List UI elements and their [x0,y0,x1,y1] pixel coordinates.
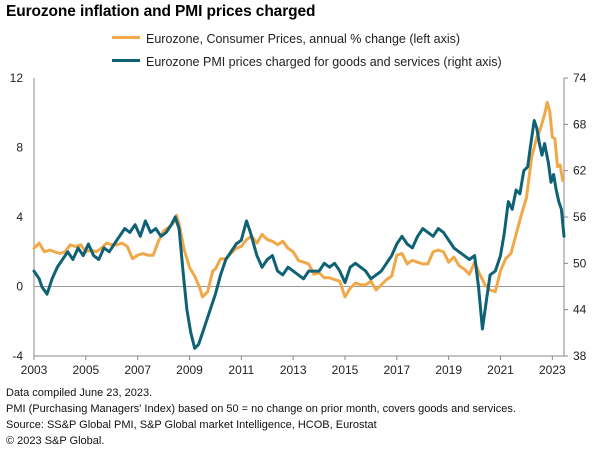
x-tick-label: 2009 [176,363,203,377]
legend-label-cpi: Eurozone, Consumer Prices, annual % chan… [146,32,461,46]
y-left-tick-label: 8 [16,141,23,155]
footnote-compiled: Data compiled June 23, 2023. [6,387,153,399]
x-tick-label: 2013 [280,363,307,377]
x-tick-label: 2007 [124,363,151,377]
y-right-tick-label: 50 [573,256,587,270]
legend-swatch-pmi [112,59,140,63]
y-left-tick-label: -4 [12,349,23,363]
x-tick-label: 2019 [435,363,462,377]
y-right-tick-label: 68 [573,117,587,131]
footnote-source: Source: SS&P Global PMI, S&P Global mark… [6,419,377,431]
y-right-tick-label: 74 [573,71,587,85]
x-tick-label: 2015 [332,363,359,377]
legend-entry-pmi: Eurozone PMI prices charged for goods an… [112,55,502,69]
y-right-tick-label: 56 [573,210,587,224]
chart-title: Eurozone inflation and PMI prices charge… [6,3,316,20]
footnote-copyright: © 2023 S&P Global. [6,435,105,447]
y-right-tick-label: 38 [573,349,587,363]
legend-entry-cpi: Eurozone, Consumer Prices, annual % chan… [112,32,460,46]
legend-swatch-cpi [112,36,140,40]
x-tick-label: 2017 [383,363,410,377]
y-left-tick-label: 4 [16,210,23,224]
y-left-tick-label: 0 [16,280,23,294]
x-tick-label: 2005 [72,363,99,377]
y-right-tick-label: 44 [573,303,587,317]
y-left-tick-label: 12 [10,71,24,85]
x-tick-label: 2023 [539,363,566,377]
x-tick-label: 2011 [228,363,254,377]
cpi-series-line [32,100,565,299]
y-right-tick-label: 62 [573,164,587,178]
pmi-series-line [32,119,566,350]
legend-label-pmi: Eurozone PMI prices charged for goods an… [146,55,502,69]
footnote-pmi-definition: PMI (Purchasing Managers' Index) based o… [6,403,516,415]
x-tick-label: 2021 [487,363,514,377]
x-tick-label: 2003 [21,363,48,377]
footnotes: Data compiled June 23, 2023. PMI (Purcha… [6,385,516,449]
